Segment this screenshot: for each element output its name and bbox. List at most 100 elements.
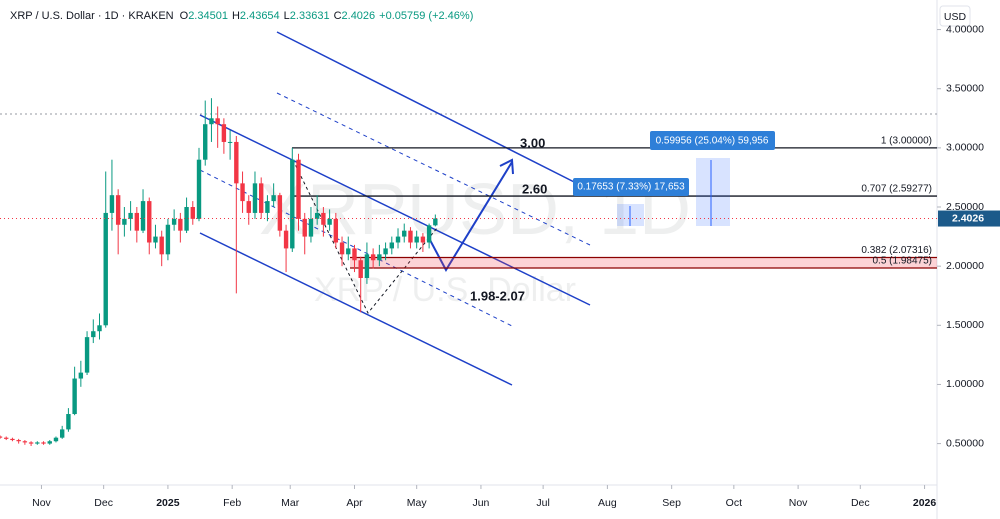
y-tick-label: 1.00000: [946, 378, 984, 390]
candle-body: [395, 236, 401, 243]
candle-body: [209, 118, 214, 125]
candle-body: [277, 195, 283, 231]
x-tick-label: Nov: [32, 497, 51, 509]
candle-body: [59, 429, 65, 438]
x-tick-label: Jul: [536, 497, 549, 509]
x-tick-label: Sep: [662, 497, 681, 509]
candle-body: [383, 248, 388, 255]
symbol-title: XRP / U.S. Dollar · 1D · KRAKEN: [10, 10, 174, 22]
x-tick-label: Feb: [223, 497, 241, 509]
candle-body: [84, 337, 90, 373]
candle-body: [53, 437, 59, 442]
candle-body: [122, 218, 127, 225]
x-tick-label: Apr: [346, 497, 363, 509]
candle-body: [240, 183, 245, 202]
candle-body: [215, 118, 220, 125]
fib-label: 0.5 (1.98475): [873, 256, 933, 267]
channel-midline: [276, 92, 591, 246]
candle-body: [41, 442, 46, 444]
candle-body: [327, 218, 332, 225]
last-price-label: 2.4026: [952, 212, 984, 224]
candle-body: [147, 201, 152, 243]
x-tick-label: Dec: [94, 497, 113, 509]
measure-label-box: [650, 131, 775, 150]
x-tick-label: Dec: [851, 497, 870, 509]
ohlc-key: H: [232, 10, 240, 22]
header: XRP / U.S. Dollar · 1D · KRAKEN O2.34501 H…: [10, 10, 473, 22]
y-tick-label: 2.00000: [946, 260, 984, 272]
plot: [0, 98, 438, 446]
x-tick-label: Aug: [598, 497, 617, 509]
candle-body: [346, 248, 351, 255]
candle-body: [128, 212, 133, 219]
candle-body: [196, 159, 202, 219]
measure-label: 0.17653 (7.33%) 17,653: [577, 182, 685, 193]
candle-body: [35, 442, 40, 444]
candle-body: [258, 183, 264, 213]
ohlc-value: 2.4026: [342, 10, 376, 22]
candle-body: [265, 201, 270, 213]
channel-line: [199, 114, 591, 306]
candle-body: [165, 224, 171, 255]
candle-body: [283, 230, 289, 249]
measure-label: 0.59956 (25.04%) 59,956: [656, 136, 769, 147]
ohlc-key: C: [334, 10, 342, 22]
fib-label: 1 (3.00000): [881, 136, 932, 147]
candle-body: [109, 195, 115, 213]
candle-body: [4, 437, 9, 439]
candle-body: [0, 436, 3, 438]
x-tick-label: Mar: [281, 497, 300, 509]
ohlc-value: 2.34501: [188, 10, 228, 22]
candle-body: [184, 207, 189, 231]
candle-body: [115, 195, 121, 225]
fib-label: 0.707 (2.59277): [861, 184, 932, 195]
candle-body: [22, 441, 28, 443]
candle-body: [352, 248, 357, 261]
channel-line: [276, 31, 591, 191]
candle-body: [414, 236, 419, 243]
candle-body: [190, 207, 195, 219]
candle-body: [321, 212, 326, 225]
y-tick-label: 1.50000: [946, 319, 984, 331]
y-tick-label: 4.00000: [946, 23, 984, 35]
x-tick-label: Jun: [472, 497, 489, 509]
trend-drawings: 1 (3.00000) 0.707 (2.59277) 0.382 (2.07316…: [199, 31, 937, 386]
x-tick-label: Oct: [726, 497, 742, 509]
candle-body: [159, 236, 164, 255]
candle-body: [358, 260, 363, 278]
x-tick-label: Nov: [789, 497, 808, 509]
x-tick-label: 2025: [156, 497, 180, 509]
candle-body: [171, 218, 177, 225]
candle-body: [78, 372, 84, 379]
currency: USD: [944, 11, 967, 23]
measure-area: [696, 158, 730, 226]
ohlc-key: O: [180, 10, 189, 22]
last-price-tag: [938, 210, 1000, 227]
candle-body: [308, 218, 314, 237]
annotation: 2.60: [522, 181, 547, 196]
candle-body: [364, 254, 370, 278]
y-tick-label: 0.50000: [946, 437, 984, 449]
candle-body: [296, 159, 301, 219]
candle-body: [290, 159, 295, 249]
x-tick-label: May: [407, 497, 428, 509]
channel-line: [199, 232, 513, 386]
candle-body: [140, 201, 146, 231]
candle-body: [302, 218, 307, 237]
candle-body: [420, 236, 426, 243]
candle-body: [377, 254, 382, 261]
candle-body: [252, 183, 258, 213]
candle-body: [28, 442, 34, 444]
currency-box[interactable]: [939, 5, 971, 27]
fib-label: 0.382 (2.07316): [861, 245, 932, 256]
watermark-subtitle: XRP / U.S. Dollar: [314, 271, 576, 309]
candle-body: [10, 438, 15, 441]
candle-body: [271, 195, 276, 202]
candle-body: [97, 325, 102, 332]
ohlc-key: L: [284, 10, 290, 22]
ohlc-value: 2.43654: [240, 10, 280, 22]
projection-arrow: [429, 161, 513, 273]
candle-body: [426, 225, 432, 243]
candle-body: [402, 230, 407, 237]
